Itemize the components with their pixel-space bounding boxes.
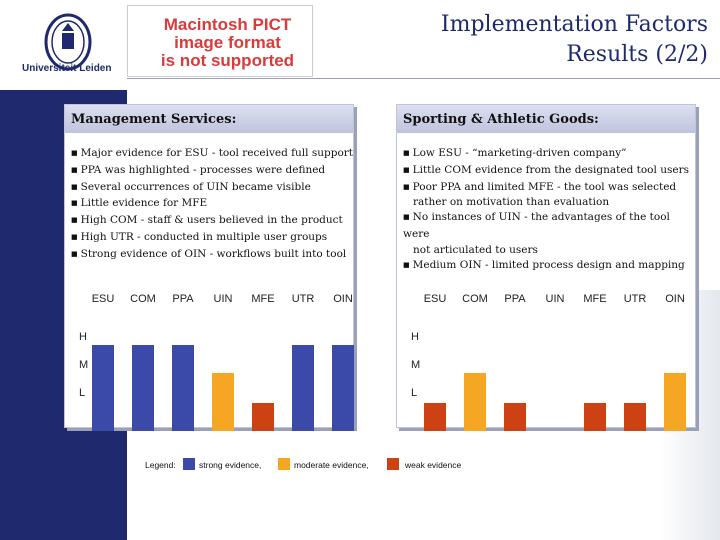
level-label: H [411,331,419,343]
bullet-item: rather on motivation than evaluation [413,196,610,209]
title-line: Implementation Factors [440,12,708,37]
sporting-goods-panel: Sporting & Athletic Goods: ■ Low ESU - “m… [396,104,696,431]
category-label: ESU [91,293,115,305]
category-label: OIN [665,293,685,305]
legend-weak-label: weak evidence [405,460,462,470]
legend-label: Legend: [145,460,176,470]
image-placeholder [127,5,313,77]
level-label: H [79,331,87,343]
bullet-list: ■ Major evidence for ESU - tool received … [65,145,353,263]
category-label: OIN [333,293,353,305]
image-placeholder-text: Macintosh PICT image format is not suppo… [140,16,315,70]
legend-moderate-label: moderate evidence, [294,460,369,470]
category-label: PPA [172,293,194,305]
category-label: ESU [423,293,447,305]
level-label: M [79,359,89,371]
level-label: M [411,359,421,371]
bullet-item: ■ Little evidence for MFE [71,197,208,210]
bar-esu [92,345,114,431]
category-label: MFE [583,293,607,305]
title-line: Results (2/2) [566,42,708,67]
category-label: UTR [291,293,315,305]
bullet-item: not articulated to users [413,243,538,256]
bar-utr [624,403,646,431]
bullet-item: ■ No instances of UIN - the advantages of… [403,211,670,241]
placeholder-line: is not supported [160,51,295,70]
legend-swatch-weak [387,458,399,470]
bullet-item: ■ Major evidence for ESU - tool received … [71,147,354,159]
bullet-item: ■ Poor PPA and limited MFE - the tool was… [403,180,677,193]
bar-ppa [172,345,194,431]
bar-oin [664,373,686,431]
bullet-item: ■ Little COM evidence from the designated… [403,163,689,176]
legend-swatch-moderate [278,458,290,470]
university-seal-logo [44,13,92,71]
bullet-item: ■ Medium OIN - limited process design and… [403,258,685,271]
placeholder-line: image format [174,33,281,52]
bar-uin [212,373,234,431]
bar-mfe [252,403,274,431]
bar-mfe [584,403,606,431]
level-label: L [411,387,418,399]
logo-label: Universiteit Leiden [22,63,112,74]
page-title: Implementation Factors Results (2/2) [441,10,708,70]
legend-strong-label: strong evidence, [199,460,262,470]
category-label: UTR [623,293,647,305]
bar-ppa [504,403,526,431]
placeholder-line: Macintosh PICT [163,15,292,34]
bar-esu [424,403,446,431]
category-label: COM [462,293,488,305]
bullet-list: ■ Low ESU - “marketing-driven company” ■ L… [397,145,695,274]
bar-com [464,373,486,431]
category-label: PPA [504,293,526,305]
category-label: UIN [545,293,565,305]
bullet-item: ■ Low ESU - “marketing-driven company” [403,147,627,159]
bullet-item: ■ Strong evidence of OIN - workflows buil… [71,247,347,260]
panel-heading: Management Services: [65,105,353,133]
bullet-item: ■ High UTR - conducted in multiple user g… [71,230,328,243]
panel-heading: Sporting & Athletic Goods: [397,105,695,133]
category-label: MFE [251,293,275,305]
bullet-item: ■ PPA was highlighted - processes were de… [71,163,326,176]
bullet-item: ■ Several occurrences of UIN became visib… [71,180,311,193]
bullet-item: ■ High COM - staff & users believed in th… [71,214,343,227]
management-services-panel: Management Services: ■ Major evidence for… [64,104,354,431]
bar-oin [332,345,354,431]
header-rule [127,78,720,79]
category-label: UIN [213,293,233,305]
bar-com [132,345,154,431]
category-label: COM [130,293,156,305]
level-label: L [79,387,86,399]
legend-swatch-strong [183,458,195,470]
bar-utr [292,345,314,431]
